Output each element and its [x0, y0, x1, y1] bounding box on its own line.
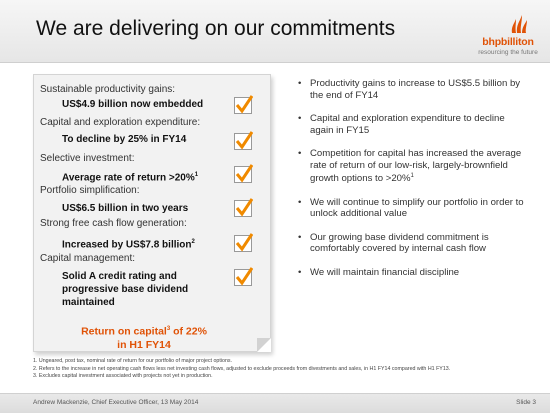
checklist-category: Portfolio simplification:	[40, 185, 140, 196]
slide-title: We are delivering on our commitments	[36, 17, 396, 40]
commitments-checklist: Sustainable productivity gains: US$4.9 b…	[33, 74, 271, 352]
logo-tagline: resourcing the future	[478, 49, 538, 56]
checkbox-checked-icon	[234, 267, 253, 286]
bullet-item: • Capital and exploration expenditure to …	[298, 113, 505, 136]
bullet-item: • Our growing base dividend commitment is…	[298, 231, 489, 255]
checkbox-checked-icon	[234, 95, 253, 114]
footnote: 3. Excludes capital investment associate…	[33, 373, 213, 379]
checkbox-checked-icon	[234, 198, 253, 217]
checkbox-checked-icon	[234, 233, 253, 252]
checklist-category: Capital management:	[40, 253, 136, 264]
footnote: 2. Refers to the increase in net operati…	[33, 365, 451, 372]
checklist-value: US$6.5 billion in two years	[62, 203, 189, 214]
page-curl-corner	[257, 338, 271, 352]
checkbox-checked-icon	[234, 131, 253, 150]
bullet-item: • Productivity gains to increase to US$5.…	[298, 78, 521, 101]
checklist-category: Sustainable productivity gains:	[40, 84, 176, 95]
checklist-category: Capital and exploration expenditure:	[40, 117, 201, 128]
footnote: 1. Ungeared, post tax, nominal rate of r…	[33, 358, 233, 364]
checklist-category: Selective investment:	[40, 153, 135, 164]
checkbox-checked-icon	[234, 164, 253, 183]
footnotes: 1. Ungeared, post tax, nominal rate of r…	[33, 358, 543, 381]
checklist-category: Strong free cash flow generation:	[40, 218, 187, 229]
slide-number: Slide 3	[516, 399, 536, 406]
logo-wordmark: bhpbilliton	[482, 36, 534, 48]
checklist-value: Solid A credit rating and progressive ba…	[62, 271, 189, 308]
company-logo: bhpbilliton resourcing the future	[472, 12, 544, 60]
checklist-value: Average rate of return >20%1	[62, 172, 199, 184]
bullet-item: • We will maintain financial discipline	[298, 266, 460, 278]
bhp-flame-logo-icon	[511, 15, 527, 33]
bullet-item: • Competition for capital has increased t…	[298, 148, 522, 185]
presenter-credit: Andrew Mackenzie, Chief Executive Office…	[33, 399, 199, 406]
outlook-bullet-list: • Productivity gains to increase to US$5.…	[296, 78, 528, 278]
bullet-item: • We will continue to simplify our portfo…	[298, 196, 524, 220]
slide-footer: Andrew Mackenzie, Chief Executive Office…	[0, 393, 550, 413]
checklist-value: US$4.9 billion now embedded	[62, 99, 204, 110]
checklist-value: To decline by 25% in FY14	[62, 134, 187, 145]
checklist-value: Increased by US$7.8 billion2	[62, 239, 195, 251]
return-on-capital-highlight: Return on capital3 of 22% in H1 FY14	[81, 325, 207, 351]
slide-header: We are delivering on our commitments bhp…	[0, 0, 550, 62]
header-divider	[0, 62, 550, 63]
